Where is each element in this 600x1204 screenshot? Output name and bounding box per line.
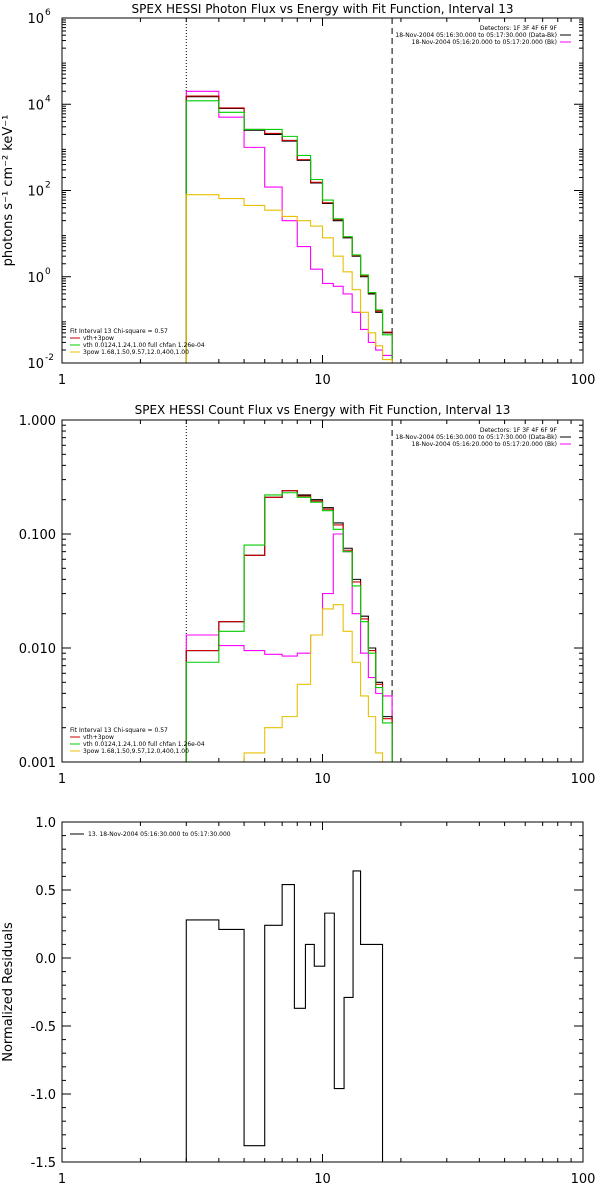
y-tick-label: 1.0	[35, 816, 56, 831]
x-tick-label: 10	[314, 772, 331, 787]
data-series	[185, 490, 393, 762]
y-tick-label: -1.0	[31, 1088, 56, 1103]
legend-top-entry: 18-Nov-2004 05:16:30.000 to 05:17:30.000…	[395, 434, 557, 441]
y-tick-label: 10 2	[27, 181, 50, 200]
y-tick-label: 10 0	[27, 267, 51, 286]
x-tick-label: 1	[58, 373, 66, 388]
y-tick-label: 0.100	[19, 528, 56, 543]
y-tick-exponent: 2	[45, 181, 51, 191]
y-tick-exponent: 6	[45, 8, 51, 18]
x-tick-label: 100	[571, 373, 596, 388]
y-tick-base: 10	[27, 271, 44, 286]
y-tick-exponent: 0	[45, 267, 51, 277]
x-tick-label: 100	[571, 772, 596, 787]
y-axis-label: photons s⁻¹ cm⁻² keV⁻¹	[1, 115, 16, 267]
series-line-3	[185, 100, 393, 363]
legend-bottom-entry: Fit Interval 13 Chi-square = 0.57	[70, 727, 168, 734]
legend-bottom-entry: Fit Interval 13 Chi-square = 0.57	[70, 328, 168, 335]
y-tick-label: 10 6	[27, 8, 51, 27]
chart-title: SPEX HESSI Photon Flux vs Energy with Fi…	[132, 2, 514, 16]
legend-top-entry: Detectors: 1F 3F 4F 6F 9F	[480, 427, 558, 434]
y-tick-base: 10	[27, 185, 44, 200]
series-line-1	[185, 96, 393, 363]
y-tick-base: 10	[27, 98, 44, 113]
chart-residuals: 1 10 100 1.0 0.5 0.0 -0.5 -1.0 -1.5 Normalized Re…	[1, 816, 595, 1187]
y-tick-base: 10	[27, 12, 44, 27]
x-tick-label: 10	[314, 373, 331, 388]
legend-resid-entry: 13. 18-Nov-2004 05:16:30.000 to 05:17:30…	[88, 831, 231, 838]
legend-top-entry: 18-Nov-2004 05:16:30.000 to 05:17:30.000…	[395, 32, 557, 39]
legend-top-entry: Detectors: 1F 3F 4F 6F 9F	[480, 25, 558, 32]
series-line-4	[185, 194, 393, 363]
x-tick-label: 1	[58, 1172, 66, 1187]
legend-bottom-entry: vth 0.0124,1.24,1.00 full chfan 1.26e-04	[83, 342, 205, 349]
y-tick-base: 10	[27, 357, 44, 372]
y-tick-label: 1.000	[19, 414, 56, 429]
y-axis-label: Normalized Residuals	[1, 922, 16, 1062]
y-tick-label: 0.010	[19, 642, 56, 657]
series-line-2	[185, 490, 393, 762]
y-tick-label: -0.5	[31, 1020, 56, 1035]
plot-frame	[61, 17, 584, 364]
legend-bottom-entry: vth 0.0124,1.24,1.00 full chfan 1.26e-04	[83, 741, 205, 748]
plot-frame	[61, 419, 584, 763]
series-line-4	[243, 604, 384, 762]
chart-title: SPEX HESSI Count Flux vs Energy with Fit…	[135, 403, 511, 417]
x-tick-label: 1	[58, 772, 66, 787]
legend-bottom-entry: 3pow 1.68,1.50,9.57,12.0,400,1.00	[83, 748, 189, 755]
chart-count: SPEX HESSI Count Flux vs Energy with Fit…	[19, 403, 596, 787]
legend-bottom-entry: vth+3pow	[83, 734, 114, 741]
y-tick-exponent: 4	[45, 94, 51, 104]
series-line-0	[185, 870, 384, 1162]
series-line-3	[185, 492, 393, 762]
y-tick-label: 10 4	[27, 94, 51, 113]
y-tick-exponent: -2	[45, 353, 54, 363]
y-tick-label: 0.0	[35, 952, 56, 967]
legend-bottom-entry: 3pow 1.68,1.50,9.57,12.0,400,1.00	[83, 349, 189, 356]
chart-photon: SPEX HESSI Photon Flux vs Energy with Fi…	[1, 2, 595, 388]
series-line-0	[185, 533, 393, 762]
y-tick-label: 0.001	[19, 756, 56, 771]
x-tick-label: 100	[571, 1172, 596, 1187]
data-series	[185, 90, 393, 363]
plot-frame	[61, 821, 584, 1163]
legend-top-entry: 18-Nov-2004 05:16:20.000 to 05:17:20.000…	[412, 39, 557, 46]
x-tick-label: 10	[314, 1172, 331, 1187]
legend-bottom-entry: vth+3pow	[83, 335, 114, 342]
y-tick-label: -1.5	[31, 1156, 56, 1171]
data-series	[185, 870, 384, 1162]
y-tick-label: 10 -2	[27, 353, 54, 372]
y-tick-label: 0.5	[35, 884, 56, 899]
series-line-0	[185, 90, 393, 363]
legend-top-entry: 18-Nov-2004 05:16:20.000 to 05:17:20.000…	[412, 441, 557, 448]
